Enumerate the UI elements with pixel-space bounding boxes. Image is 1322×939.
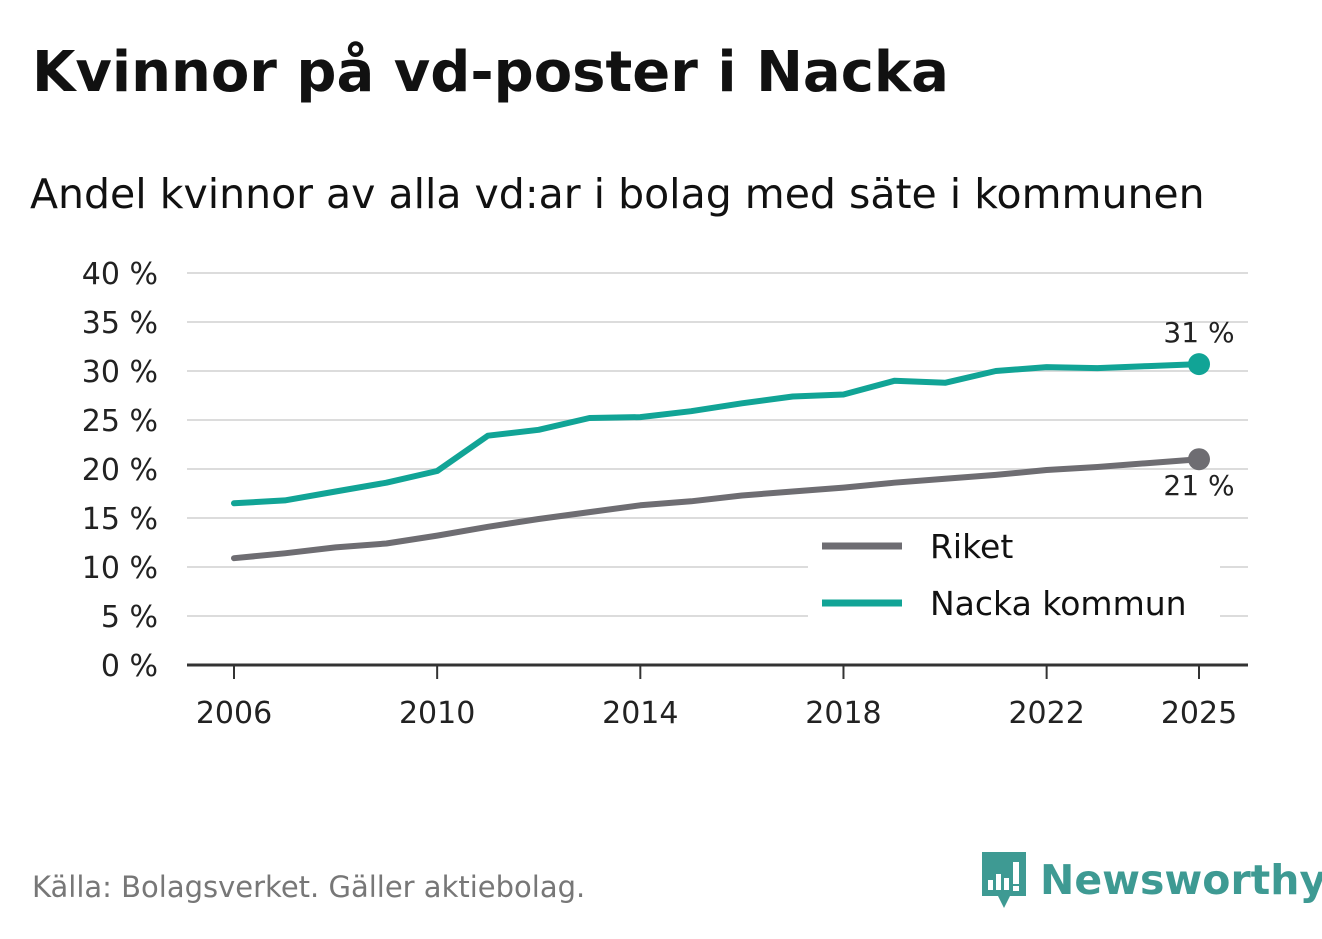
chart-subtitle: Andel kvinnor av alla vd:ar i bolag med …: [30, 170, 1205, 218]
y-axis-tick-labels: 0 % 5 % 10 % 15 % 20 % 25 % 30 % 35 % 40 %: [82, 257, 158, 684]
y-tick-label: 15 %: [82, 502, 158, 537]
series-line-riket: [231, 456, 1202, 562]
y-tick-label: 35 %: [82, 306, 158, 341]
x-axis-tick-labels: 2006 2010 2014 2018 2022 2025: [196, 696, 1237, 731]
source-note: Källa: Bolagsverket. Gäller aktiebolag.: [32, 870, 586, 904]
series-endpoint-marker: [1188, 353, 1210, 376]
newsworthy-logo-icon: [982, 852, 1026, 908]
y-tick-label: 20 %: [82, 453, 158, 488]
x-tick-label: 2018: [805, 696, 881, 731]
x-tick-label: 2006: [196, 696, 272, 731]
series-end-label: 31 %: [1163, 316, 1234, 349]
legend-label: Nacka kommun: [930, 584, 1187, 623]
x-axis: [187, 663, 1248, 679]
y-tick-label: 0 %: [101, 649, 158, 684]
series-end-label: 21 %: [1163, 469, 1234, 502]
x-tick-label: 2014: [602, 696, 678, 731]
series-endpoints: 21 % 31 %: [1163, 316, 1234, 502]
brand-name: Newsworthy: [1040, 856, 1322, 904]
series-endpoint-marker: [1188, 448, 1210, 471]
legend: Riket Nacka kommun: [808, 520, 1220, 624]
brand-logo[interactable]: Newsworthy: [980, 848, 1322, 912]
legend-background: [808, 520, 1220, 624]
y-tick-label: 40 %: [82, 257, 158, 292]
series-lines: [231, 361, 1202, 562]
series-line-nacka-kommun: [231, 361, 1202, 507]
x-tick-label: 2022: [1008, 696, 1084, 731]
x-tick-label: 2025: [1161, 696, 1237, 731]
y-tick-label: 10 %: [82, 551, 158, 586]
chart-title: Kvinnor på vd-poster i Nacka: [32, 40, 949, 105]
y-tick-label: 5 %: [101, 600, 158, 635]
legend-label: Riket: [930, 527, 1013, 566]
y-tick-label: 25 %: [82, 404, 158, 439]
x-tick-label: 2010: [399, 696, 475, 731]
y-tick-label: 30 %: [82, 355, 158, 390]
